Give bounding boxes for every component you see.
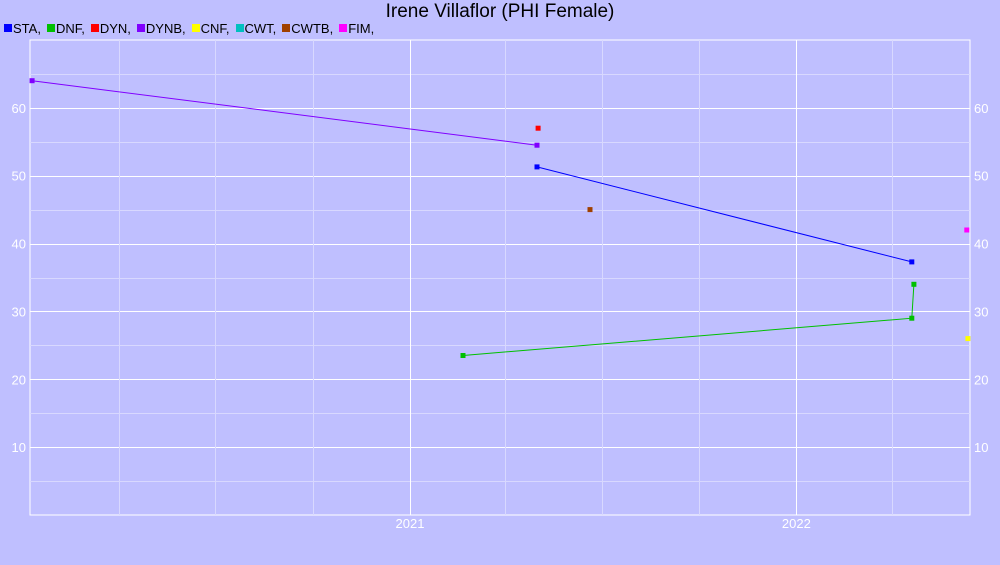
y-tick-label-right: 40 [974, 237, 988, 252]
data-point-cwtb [587, 207, 593, 213]
legend-swatch-cwt [235, 24, 244, 32]
y-tick-label-left: 30 [12, 304, 26, 319]
data-point-dnf [909, 315, 915, 321]
series-line-dynb [32, 80, 538, 146]
data-point-dynb [29, 78, 35, 84]
legend-swatch-fim [339, 24, 348, 32]
data-point-fim [964, 227, 970, 233]
legend-label-cwtb: CWTB, [291, 20, 334, 36]
legend-label-dynb: DYNB, [145, 20, 186, 36]
data-point-dyn [535, 125, 541, 131]
x-tick-label: 2021 [396, 516, 425, 531]
legend-item-sta: STA, [4, 21, 41, 36]
y-tick-label-left: 40 [12, 237, 26, 252]
y-tick-label-right: 50 [974, 169, 988, 184]
legend-label-cwt: CWT, [244, 20, 277, 36]
legend-swatch-dnf [46, 24, 55, 32]
legend-item-cnf: CNF, [191, 20, 230, 36]
data-point-dynb [534, 142, 540, 148]
legend-item-dynb: DYNB, [136, 20, 186, 36]
x-tick-label: 2022 [782, 516, 811, 531]
legend-swatch-dynb [136, 24, 145, 32]
y-tick-label-right: 60 [974, 101, 988, 116]
data-point-dnf [911, 281, 917, 287]
y-tick-label-left: 60 [12, 101, 26, 116]
data-point-sta [534, 164, 540, 170]
legend-swatch-cnf [191, 24, 200, 32]
plot-frame [29, 39, 971, 516]
legend-item-cwt: CWT, [235, 20, 277, 36]
legend-swatch-dyn [90, 24, 99, 32]
legend-label-sta: STA, [13, 20, 41, 36]
legend-label-cnf: CNF, [200, 20, 230, 36]
y-tick-label-left: 20 [12, 372, 26, 387]
y-tick-label-left: 10 [12, 440, 26, 455]
series-line-sta [536, 166, 912, 263]
legend-label-dyn: DYN, [99, 20, 131, 36]
legend-item-fim: FIM, [339, 21, 374, 36]
data-point-cnf [965, 336, 971, 342]
data-point-sta [909, 259, 915, 265]
legend: STA, DNF, DYN, DYNB, CNF, CWT, CWTB, FI [4, 20, 380, 36]
chart-title: Irene Villaflor (PHI Female) [385, 1, 615, 22]
data-point-dnf [460, 353, 466, 358]
y-tick-label-left: 50 [12, 169, 26, 184]
legend-item-cwtb: CWTB, [282, 21, 333, 36]
legend-swatch-cwtb [282, 24, 291, 32]
legend-label-dnf: DNF, [55, 20, 85, 36]
legend-label-fim: FIM, [348, 20, 375, 36]
legend-item-dyn: DYN, [90, 20, 131, 36]
legend-swatch-sta [4, 24, 12, 32]
series-line-dnf [462, 284, 915, 356]
y-tick-label-right: 20 [974, 372, 988, 387]
legend-item-dnf: DNF, [46, 20, 85, 36]
y-tick-label-right: 10 [974, 440, 988, 455]
y-tick-label-right: 30 [974, 304, 988, 319]
